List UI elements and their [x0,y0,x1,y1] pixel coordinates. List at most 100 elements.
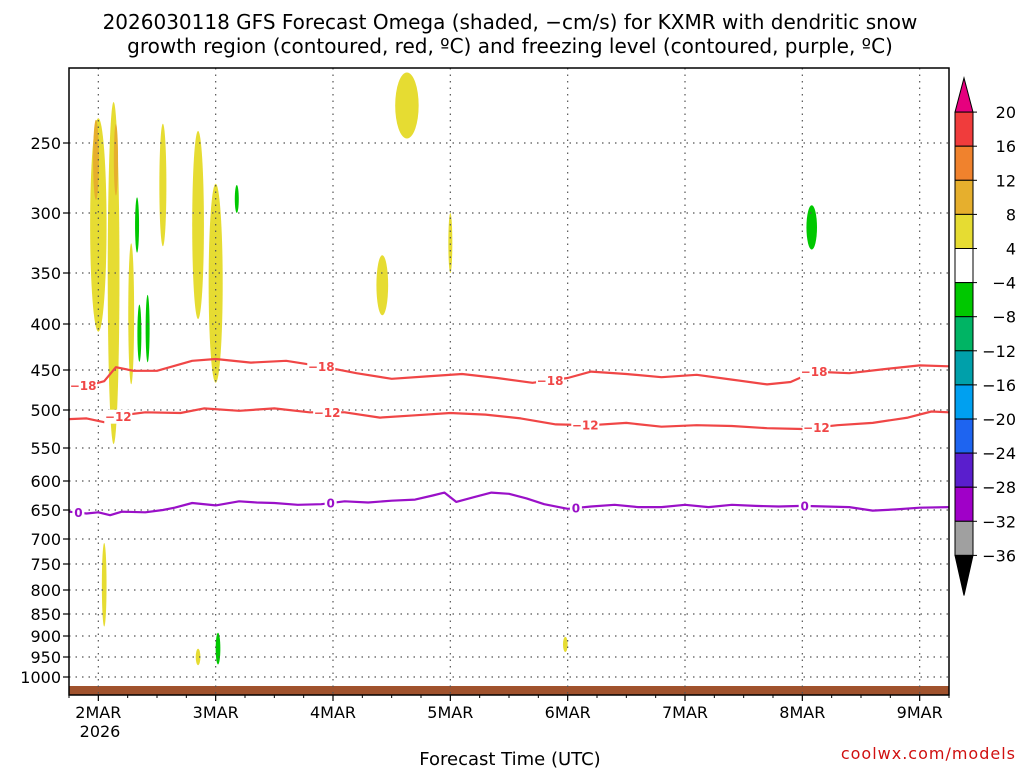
colorbar-label-12: −32 [982,512,1016,531]
contour-label-bg [802,420,831,435]
surface-band [69,686,949,695]
omega-region-yellow-streak-e [192,130,204,320]
y-tick-label-900: 900 [30,627,61,646]
y-tick-label-400: 400 [30,315,61,334]
omega-region-green-streak-c [145,294,150,363]
x-axis-label: Forecast Time (UTC) [419,749,600,768]
contour-label-dgz-minus12-3: −12 [803,421,830,435]
credit-text: coolwx.com/models [841,744,1016,763]
contour-label-bg [313,405,342,420]
omega-region-yellow-streak-d [159,123,167,247]
colorbar-label-5: −4 [992,274,1016,293]
contour-label-bg [69,378,98,393]
colorbar-label-13: −36 [982,546,1016,565]
y-tick-label-700: 700 [30,530,61,549]
omega-region-green-streak-b [137,304,142,362]
colorbar-label-1: 16 [996,137,1016,156]
omega-region-yellow-streak-i [448,213,453,273]
omega-region-green-dot-d [234,185,239,213]
contour-label-bg [536,373,565,388]
colorbar-bin-4 [954,213,974,249]
x-tick-label-7MAR: 7MAR [662,703,708,722]
y-tick-label-550: 550 [30,439,61,458]
colorbar-bin-6 [954,282,974,318]
colorbar-bin-12 [954,486,974,522]
y-tick-label-750: 750 [30,555,61,574]
colorbar-bin-5 [954,248,974,284]
contour-label-bg [569,501,582,516]
x-tick-label-4MAR: 4MAR [310,703,356,722]
y-tick-label-950: 950 [30,648,61,667]
y-tick-label-800: 800 [30,581,61,600]
omega-region-yellow-blob-g [395,72,419,139]
colorbar-label-11: −28 [982,478,1016,497]
colorbar-bin-2 [954,145,974,181]
contour-label-dgz-minus12-2: −12 [572,419,599,433]
colorbar-label-10: −24 [982,444,1016,463]
y-tick-label-850: 850 [30,605,61,624]
colorbar-bin-8 [954,350,974,386]
colorbar-label-6: −8 [992,308,1016,327]
colorbar-label-3: 8 [1006,205,1016,224]
omega-region-yellow-dot-k [195,648,201,666]
y-tick-label-650: 650 [30,501,61,520]
colorbar-label-4: 4 [1006,240,1016,259]
contour-label-bg [104,409,133,424]
colorbar-label-0: 20 [996,103,1016,122]
contour-dgz-minus18 [69,357,949,388]
y-tick-label-500: 500 [30,401,61,420]
y-tick-label-300: 300 [30,204,61,223]
contour-label-freezing-level-0-1: 0 [326,497,334,511]
omega-region-green-blob-e [806,205,817,250]
contour-label-bg [571,418,600,433]
y-tick-label-250: 250 [30,134,61,153]
omega-region-yellow-streak-c [128,243,135,385]
omega-region-orange-core-a [93,119,99,200]
x-year-label: 2026 [80,722,121,741]
colorbar-label-9: −20 [982,410,1016,429]
y-tick-label-1000: 1000 [20,668,61,687]
y-tick-label-600: 600 [30,472,61,491]
omega-region-yellow-blob-h [376,255,389,316]
colorbar-bin-1 [954,111,974,147]
omega-region-green-streak-a [135,197,140,253]
contour-label-bg [324,496,337,511]
colorbar-label-2: 12 [996,171,1016,190]
contour-label-dgz-minus18-2: −18 [537,374,564,388]
colorbar-bin-14 [954,554,974,596]
x-tick-label-6MAR: 6MAR [545,703,591,722]
contour-label-bg [800,364,829,379]
x-tick-label-3MAR: 3MAR [193,703,239,722]
surface-band-rect [69,686,949,695]
contour-label-freezing-level-0-0: 0 [74,506,82,520]
y-tick-label-350: 350 [30,264,61,283]
contour-label-bg [798,498,811,513]
omega-region-yellow-dot-l [562,636,568,652]
colorbar-bin-3 [954,179,974,215]
x-tick-label-2MAR: 2MAR [75,703,121,722]
chart-title-line1: 2026030118 GFS Forecast Omega (shaded, −… [103,10,918,34]
y-tick-label-450: 450 [30,361,61,380]
omega-region-green-blob-f [215,632,221,665]
contour-label-bg [72,505,85,520]
contour-label-freezing-level-0-3: 0 [801,499,809,513]
colorbar: 20 16 12 8 4 −4 −8 −12 −16 −20 −24 −28 −32 −36 [954,76,1016,596]
colorbar-bin-13 [954,520,974,556]
colorbar-bin-11 [954,452,974,488]
contour-label-dgz-minus18-3: −18 [801,365,828,379]
colorbar-bin-0 [954,76,974,113]
contour-label-dgz-minus18-1: −18 [308,360,335,374]
contour-label-freezing-level-0-2: 0 [572,502,580,516]
y-axis: 250 300 350 400 450 500 550 600 650 700 750 800 850 9… [20,134,69,687]
chart-title-line2: growth region (contoured, red, ºC) and f… [127,34,893,58]
contour-freezing-level-0 [69,491,949,517]
omega-region-orange-core-b [113,124,119,196]
x-tick-label-8MAR: 8MAR [779,703,825,722]
colorbar-label-7: −12 [982,342,1016,361]
colorbar-bin-9 [954,384,974,420]
x-tick-label-5MAR: 5MAR [427,703,473,722]
x-tick-label-9MAR: 9MAR [897,703,943,722]
x-axis: 2MAR 3MAR 4MAR 5MAR 6MAR 7MAR 8MAR 9MAR [68,695,950,722]
contour-lines: −18 −18 −18 −18 −12 −12 −12 −12 0 0 0 0 [69,357,949,520]
